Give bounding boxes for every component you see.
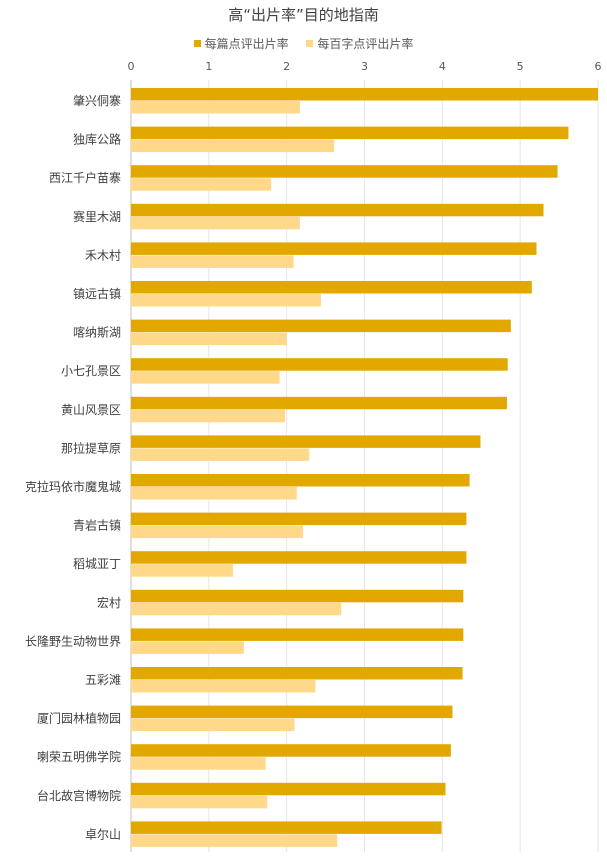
- bar-series-2: [131, 757, 266, 770]
- bar-series-2: [131, 448, 310, 461]
- bar-series-2: [131, 487, 297, 500]
- bar-series-1: [131, 435, 481, 448]
- bar-series-1: [131, 782, 446, 796]
- bar-series-2: [131, 602, 342, 616]
- legend-label-series-1: 每篇点评出片率: [204, 37, 289, 51]
- category-label: 禾木村: [85, 248, 121, 262]
- bar-series-1: [131, 358, 508, 371]
- bar-series-2: [131, 564, 233, 577]
- x-tick-label: 1: [205, 60, 212, 73]
- bar-series-2: [131, 139, 335, 153]
- x-tick-label: 0: [128, 60, 135, 73]
- category-label: 青岩古镇: [73, 518, 121, 533]
- bar-series-1: [131, 281, 532, 294]
- bar-series-1: [131, 242, 537, 255]
- bar-series-2: [131, 178, 272, 191]
- legend: 每篇点评出片率 每百字点评出片率: [0, 35, 607, 52]
- bar-series-1: [131, 512, 467, 526]
- category-label: 台北故宫博物院: [37, 788, 121, 803]
- bar-series-1: [131, 165, 558, 178]
- bar-series-1: [131, 396, 507, 410]
- bar-series-2: [131, 101, 300, 114]
- category-label: 独库公路: [73, 132, 121, 147]
- x-tick-label: 3: [361, 60, 368, 73]
- category-label: 镇远古镇: [73, 286, 121, 301]
- legend-swatch-series-2: [306, 40, 314, 47]
- category-label: 五彩滩: [85, 673, 121, 687]
- bar-series-2: [131, 216, 300, 230]
- bar-series-1: [131, 744, 451, 757]
- category-label: 喀纳斯湖: [73, 325, 121, 340]
- bar-series-2: [131, 332, 287, 346]
- bar-series-2: [131, 718, 295, 732]
- bar-series-1: [131, 319, 511, 333]
- bar-series-1: [131, 126, 569, 140]
- legend-item-series-2: 每百字点评出片率: [306, 35, 413, 52]
- bar-series-1: [131, 203, 544, 217]
- bar-series-2: [131, 680, 316, 693]
- category-label: 喇荣五明佛学院: [37, 749, 121, 764]
- category-label: 肇兴侗寨: [73, 93, 121, 108]
- bar-series-1: [131, 821, 442, 834]
- legend-label-series-2: 每百字点评出片率: [317, 37, 414, 51]
- category-label: 长隆野生动物世界: [25, 633, 121, 648]
- bar-series-2: [131, 834, 338, 847]
- x-tick-label: 5: [517, 60, 524, 73]
- x-tick-label: 4: [439, 60, 446, 73]
- category-label: 宏村: [97, 595, 121, 610]
- category-label: 卓尔山: [85, 826, 121, 841]
- category-label: 厦门园林植物园: [37, 711, 121, 726]
- bar-series-1: [131, 667, 463, 680]
- category-label: 克拉玛依市魔鬼城: [25, 479, 121, 494]
- category-label: 赛里木湖: [73, 209, 121, 224]
- bar-series-1: [131, 88, 598, 101]
- bar-series-2: [131, 371, 280, 384]
- bar-series-2: [131, 525, 304, 539]
- bar-series-2: [131, 409, 286, 423]
- bar-series-1: [131, 474, 470, 487]
- category-label: 黄山风景区: [61, 403, 121, 417]
- bar-series-1: [131, 551, 467, 564]
- category-label: 那拉提草原: [61, 440, 121, 455]
- bar-series-2: [131, 255, 294, 268]
- category-label: 稻城亚丁: [73, 557, 121, 571]
- bar-series-1: [131, 705, 453, 719]
- legend-item-series-1: 每篇点评出片率: [193, 35, 289, 52]
- bar-series-1: [131, 628, 464, 641]
- chart-title: 高“出片率”目的地指南: [228, 6, 379, 24]
- bar-series-2: [131, 294, 321, 307]
- bar-series-2: [131, 641, 244, 654]
- bar-series-2: [131, 795, 268, 809]
- x-tick-label: 2: [283, 60, 290, 73]
- legend-swatch-series-1: [193, 40, 201, 47]
- x-tick-label: 6: [595, 60, 602, 73]
- category-label: 小七孔景区: [61, 364, 121, 378]
- category-label: 西江千户苗寨: [49, 170, 121, 185]
- bar-series-1: [131, 589, 464, 603]
